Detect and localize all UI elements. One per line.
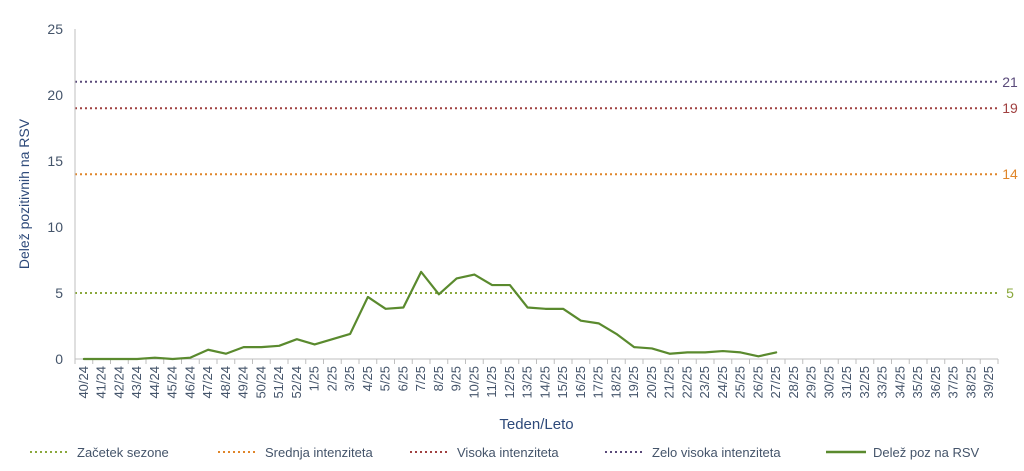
- x-tick-label: 10/25: [466, 366, 481, 399]
- x-tick-label: 33/25: [875, 366, 890, 399]
- x-tick-label: 36/25: [928, 366, 943, 399]
- x-tick-label: 9/25: [449, 366, 464, 391]
- y-tick-label: 0: [55, 351, 63, 367]
- x-tick-label: 16/25: [573, 366, 588, 399]
- x-tick-label: 48/24: [218, 366, 233, 399]
- x-tick-label: 32/25: [857, 366, 872, 399]
- series-lines: [82, 270, 778, 361]
- x-tick-label: 15/25: [555, 366, 570, 399]
- x-tick-label: 22/25: [679, 366, 694, 399]
- x-tick-label: 25/25: [733, 366, 748, 399]
- x-tick-label: 27/25: [768, 366, 783, 399]
- x-tick-label: 18/25: [608, 366, 623, 399]
- threshold-lines: 5 14 19 21: [75, 74, 1018, 301]
- x-tick-label: 4/25: [360, 366, 375, 391]
- legend-entry-label: Delež poz na RSV: [873, 445, 980, 460]
- x-tick-label: 8/25: [431, 366, 446, 391]
- x-tick-label: 20/25: [644, 366, 659, 399]
- x-tick-label: 41/24: [94, 366, 109, 399]
- x-tick-label: 39/25: [981, 366, 996, 399]
- threshold-value-label: 19: [1002, 100, 1018, 116]
- x-tick-label: 14/25: [537, 366, 552, 399]
- x-tick-label: 38/25: [963, 366, 978, 399]
- legend: Začetek sezone Srednja intenziteta Visoka …: [30, 445, 980, 460]
- threshold-value-label: 21: [1002, 74, 1018, 90]
- x-tick-label: 5/25: [378, 366, 393, 391]
- x-tick-label: 37/25: [946, 366, 961, 399]
- legend-entry-label: Visoka intenziteta: [457, 445, 559, 460]
- x-tick-label: 6/25: [395, 366, 410, 391]
- x-tick-label: 49/24: [236, 366, 251, 399]
- legend-entry-label: Srednja intenziteta: [265, 445, 373, 460]
- x-tick-label: 12/25: [502, 366, 517, 399]
- x-tick-label: 30/25: [821, 366, 836, 399]
- x-tick-label: 42/24: [111, 366, 126, 399]
- threshold-value-label: 14: [1002, 166, 1018, 182]
- y-tick-label: 10: [47, 219, 63, 235]
- y-tick-label: 15: [47, 153, 63, 169]
- legend-entry-label: Zelo visoka intenziteta: [652, 445, 781, 460]
- y-tick-label: 25: [47, 21, 63, 37]
- x-tick-label: 7/25: [413, 366, 428, 391]
- x-tick-label: 31/25: [839, 366, 854, 399]
- x-tick-label: 26/25: [750, 366, 765, 399]
- x-tick-label: 2/25: [324, 366, 339, 391]
- x-tick-label: 50/24: [253, 366, 268, 399]
- x-tick-label: 52/24: [289, 366, 304, 399]
- x-tick-label: 44/24: [147, 366, 162, 399]
- x-tick-label: 28/25: [786, 366, 801, 399]
- x-tick-label: 3/25: [342, 366, 357, 391]
- y-axis-label: Delež pozitivnih na RSV: [16, 118, 32, 269]
- y-tick-label: 5: [55, 285, 63, 301]
- x-tick-label: 24/25: [715, 366, 730, 399]
- x-tick-label: 40/24: [76, 366, 91, 399]
- x-tick-label: 13/25: [520, 366, 535, 399]
- x-axis-ticks: 40/24 41/24 42/24 43/24 44/24 45/24 46/24 47/24…: [74, 359, 999, 399]
- x-tick-label: 46/24: [182, 366, 197, 399]
- x-tick-label: 11/25: [484, 366, 499, 398]
- y-tick-label: 20: [47, 87, 63, 103]
- x-tick-label: 19/25: [626, 366, 641, 399]
- series-line: [82, 270, 778, 361]
- y-axis-ticks: 0 5 10 15 20 25: [47, 21, 63, 367]
- x-tick-label: 17/25: [591, 366, 606, 399]
- x-tick-label: 51/24: [271, 366, 286, 399]
- x-tick-label: 43/24: [129, 366, 144, 399]
- x-tick-label: 21/25: [662, 366, 677, 399]
- x-tick-label: 47/24: [200, 366, 215, 399]
- x-tick-label: 1/25: [307, 366, 322, 391]
- legend-entry-label: Začetek sezone: [77, 445, 169, 460]
- x-tick-label: 29/25: [804, 366, 819, 399]
- threshold-value-label: 5: [1006, 285, 1014, 301]
- x-tick-label: 34/25: [892, 366, 907, 399]
- x-tick-label: 45/24: [165, 366, 180, 399]
- x-axis-label: Teden/Leto: [499, 416, 573, 433]
- x-tick-label: 35/25: [910, 366, 925, 399]
- x-tick-label: 23/25: [697, 366, 712, 399]
